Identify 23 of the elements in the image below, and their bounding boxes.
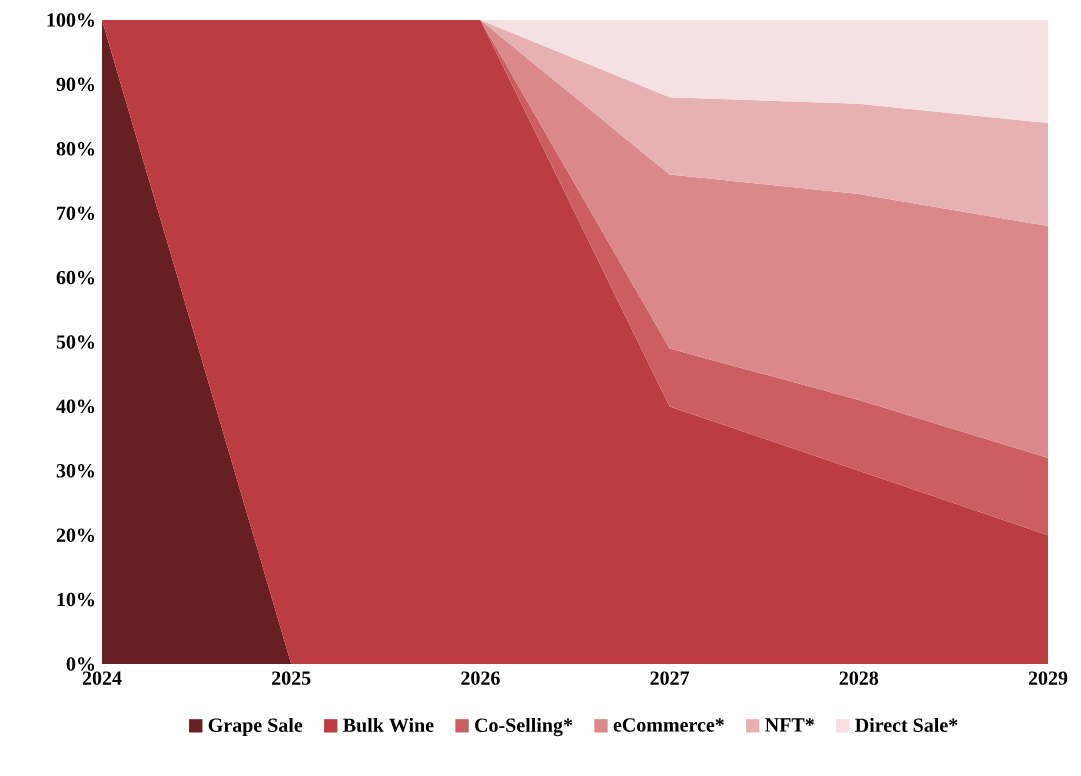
y-tick-label: 100%: [47, 13, 95, 27]
x-tick-label: 2028: [839, 671, 879, 685]
legend-label: Co-Selling*: [475, 717, 573, 737]
y-tick-label: 90%: [56, 77, 95, 92]
x-tick-label: 2025: [272, 671, 311, 685]
y-tick-label: 30%: [56, 464, 95, 478]
y-tick-label: 20%: [56, 528, 95, 542]
legend-label: Direct Sale*: [855, 717, 958, 732]
x-tick-label: 2029: [1028, 671, 1068, 685]
y-tick-label: 50%: [56, 335, 95, 349]
y-tick-label: 80%: [56, 142, 95, 156]
legend-label: NFT*: [765, 718, 814, 732]
y-tick-label: 70%: [57, 206, 95, 220]
y-tick-label: 10%: [57, 592, 95, 607]
legend-label: eCommerce*: [613, 718, 724, 732]
y-tick-label: 0%: [66, 657, 95, 671]
x-tick-label: 2026: [461, 671, 500, 685]
y-tick-label: 40%: [56, 399, 95, 414]
x-tick-label: 2027: [650, 671, 690, 685]
legend-label: Bulk Wine: [343, 717, 434, 733]
x-tick-label: 2024: [82, 671, 122, 685]
legend-label: Grape Sale: [208, 717, 303, 737]
y-tick-label: 60%: [56, 270, 95, 285]
